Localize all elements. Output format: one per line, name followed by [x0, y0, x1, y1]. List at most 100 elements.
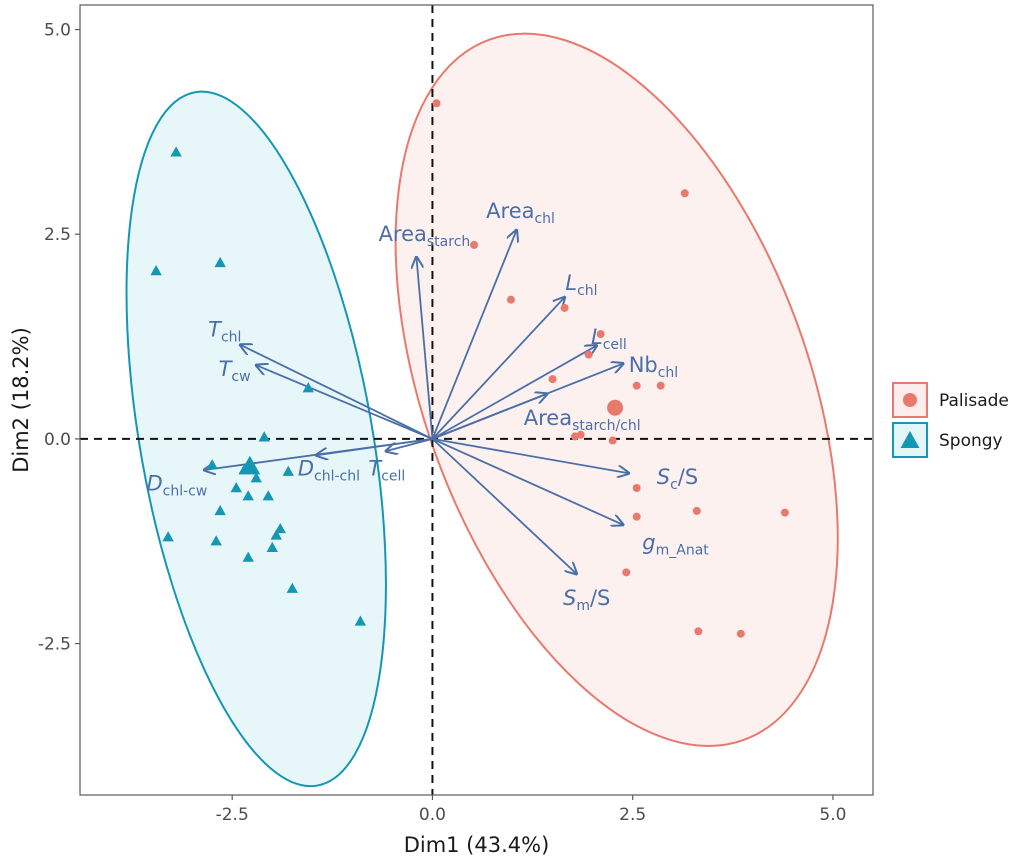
- point-palisade: [506, 295, 515, 304]
- point-palisade: [780, 508, 789, 517]
- point-spongy: [258, 431, 270, 442]
- variable-arrow-d-chl-cw: [204, 437, 433, 470]
- variable-label-subscript: starch: [427, 234, 470, 250]
- point-spongy: [214, 256, 226, 268]
- point-spongy: [262, 490, 274, 501]
- variable-labels: AreastarchAreachlLchlLcellNbchlAreastarc…: [146, 199, 709, 614]
- variable-label: gm_Anat: [642, 530, 709, 558]
- point-palisade: [584, 350, 593, 359]
- y-tick-label: 5.0: [44, 21, 71, 41]
- point-spongy: [242, 551, 254, 562]
- ellipse-spongy: [125, 90, 387, 788]
- variable-arrow-t-chl: [240, 345, 433, 440]
- variable-label-suffix: /S: [678, 465, 698, 489]
- confidence-ellipses: [125, 32, 839, 788]
- point-spongy: [250, 472, 262, 483]
- point-spongy: [354, 615, 367, 626]
- variable-label-subscript: cell: [603, 337, 627, 353]
- legend: Palisade Spongy: [892, 382, 1009, 458]
- observation-points: [150, 99, 789, 638]
- x-tick-label: -2.5: [216, 805, 249, 825]
- variable-arrows: [204, 230, 629, 574]
- variable-label: Lchl: [565, 271, 597, 299]
- variable-label-name: S: [657, 465, 670, 489]
- variable-label: Dchl-chl: [298, 457, 360, 485]
- variable-label: Tchl: [208, 318, 241, 346]
- variable-label: Dchl-cw: [146, 471, 207, 499]
- legend-label-palisade: Palisade: [939, 391, 1009, 411]
- point-spongy: [302, 382, 314, 393]
- point-palisade: [571, 432, 580, 441]
- x-tick-label: 0.0: [419, 805, 446, 825]
- variable-arrow-g-m-anat: [432, 438, 623, 525]
- variable-label-name: T: [368, 457, 383, 481]
- variable-label-suffix: /S: [590, 586, 610, 610]
- variable-arrow-l-cell: [431, 346, 596, 440]
- variable-label-name: Nb: [629, 353, 658, 377]
- point-spongy: [214, 504, 226, 516]
- ellipse-palisade: [394, 32, 839, 747]
- variable-label-subscript: chl-chl: [314, 469, 360, 485]
- variable-label: Areachl: [486, 199, 555, 227]
- centroid-spongy: [239, 455, 261, 475]
- reference-lines: [80, 5, 873, 795]
- point-palisade: [632, 381, 641, 390]
- x-tick-label: 2.5: [619, 805, 646, 825]
- variable-arrow-area-starch: [416, 257, 434, 439]
- x-tick-label: 5.0: [819, 805, 846, 825]
- point-palisade: [548, 375, 557, 384]
- variable-arrow-s-c: [432, 437, 628, 473]
- point-palisade: [432, 99, 441, 108]
- variable-arrow-area-starch-chl: [432, 394, 547, 440]
- variable-label-subscript: chl-cw: [163, 483, 208, 499]
- point-spongy: [274, 522, 286, 534]
- variable-label-name: D: [298, 457, 314, 481]
- variable-label: Nbchl: [629, 353, 679, 381]
- variable-label-name: L: [591, 325, 603, 349]
- point-palisade: [736, 629, 745, 638]
- point-spongy: [230, 482, 242, 493]
- point-palisade: [694, 627, 703, 636]
- centroid-palisade: [607, 399, 624, 416]
- x-axis-title: Dim1 (43.4%): [404, 833, 550, 857]
- variable-arrow-area-chl: [431, 230, 516, 440]
- plot-border: [79, 4, 874, 796]
- point-palisade: [622, 568, 631, 577]
- point-palisade: [596, 330, 605, 339]
- variable-label-name: L: [565, 271, 577, 295]
- point-palisade: [470, 240, 479, 249]
- variable-label-name: Area: [379, 222, 427, 246]
- point-spongy: [286, 582, 298, 593]
- variable-label: Sm/S: [563, 586, 610, 614]
- variable-label: Tcw: [219, 357, 251, 385]
- y-tick-label: 2.5: [44, 225, 71, 245]
- variable-arrow-s-m: [431, 438, 576, 574]
- point-spongy: [242, 490, 254, 501]
- variable-label-subscript: cell: [381, 469, 405, 485]
- point-palisade: [656, 381, 665, 390]
- variable-label: Lcell: [591, 325, 627, 353]
- point-palisade: [632, 512, 641, 521]
- point-palisade: [692, 506, 701, 515]
- legend-marker-palisade: [903, 393, 917, 407]
- variable-label-subscript: starch/chl: [572, 418, 641, 434]
- variable-label-name: D: [146, 471, 162, 495]
- y-axis-title: Dim2 (18.2%): [9, 327, 33, 473]
- variable-label-name: g: [642, 530, 655, 554]
- variable-arrow-t-cell: [386, 438, 433, 451]
- variable-label-name: T: [208, 318, 223, 342]
- variable-label-name: Area: [524, 406, 572, 430]
- point-spongy: [170, 146, 182, 157]
- point-spongy: [282, 465, 294, 476]
- variable-label-name: T: [219, 357, 234, 381]
- legend-marker-spongy: [900, 431, 920, 448]
- point-palisade: [680, 189, 689, 198]
- axis-ticks: -2.5 0.0 2.5 5.0 -2.5 0.0 2.5 5.0: [38, 21, 847, 825]
- variable-label-subscript: m: [576, 598, 590, 614]
- variable-label-subscript: chl: [221, 330, 241, 346]
- point-spongy: [206, 459, 218, 470]
- variable-arrow-l-chl: [431, 297, 564, 440]
- variable-label: Areastarch: [379, 222, 471, 250]
